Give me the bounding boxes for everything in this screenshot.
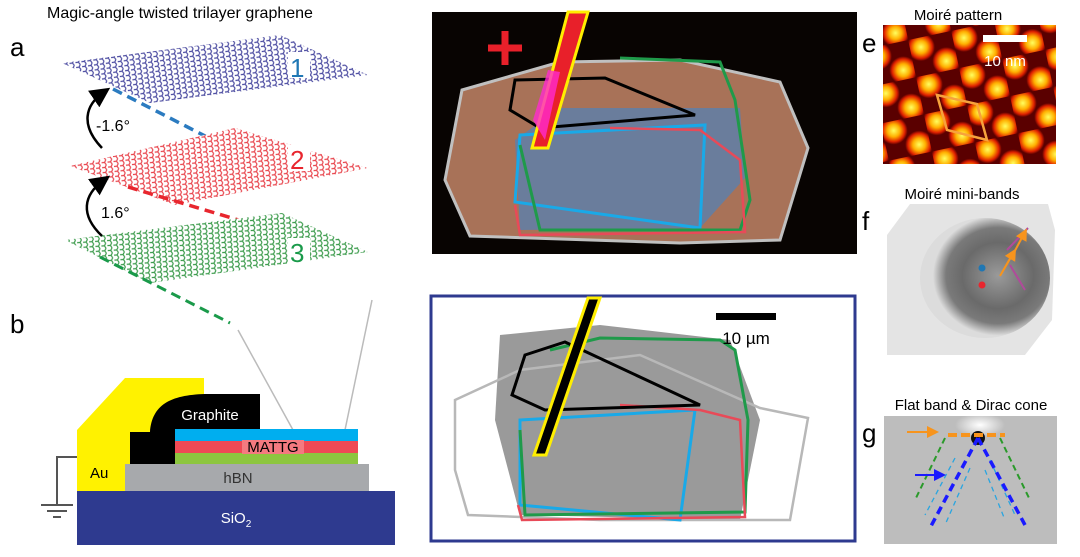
- hbn-label: hBN: [223, 470, 252, 487]
- panel-label-a: a: [10, 32, 25, 62]
- rotation-arrow-top: [86, 87, 111, 149]
- sio2-label: SiO2: [221, 510, 252, 530]
- layer-label-3: 3: [290, 238, 304, 268]
- panel-f-title: Moiré mini-bands: [904, 186, 1019, 203]
- angle-top: -1.6°: [96, 118, 130, 135]
- graphite-label: Graphite: [181, 407, 239, 424]
- hbn-layer: [125, 464, 369, 491]
- graphene-layer-3: [65, 213, 368, 283]
- panel-label-e: e: [862, 28, 876, 58]
- ground-icon: [41, 456, 77, 518]
- scalebar-e: [983, 35, 1027, 42]
- sio2-layer: [77, 491, 395, 545]
- au-label: Au: [90, 465, 108, 482]
- panel-label-b: b: [10, 309, 24, 339]
- graphene-layer-1: [62, 35, 368, 103]
- layer-3-axis: [99, 255, 231, 325]
- crosshair-marker: [488, 31, 522, 65]
- layer-2-axis: [127, 185, 273, 232]
- scalebar-e-label: 10 nm: [984, 53, 1026, 70]
- panel-g-title: Flat band & Dirac cone: [895, 397, 1048, 414]
- panel-label-f: f: [862, 206, 870, 236]
- rotation-arrow-bottom: [85, 175, 111, 237]
- layer-label-2: 2: [290, 145, 304, 175]
- scalebar-d-label: 10 µm: [722, 329, 770, 348]
- mini-bands-image: [887, 204, 1055, 355]
- panel-label-g: g: [862, 418, 876, 448]
- panel-a-title: Magic-angle twisted trilayer graphene: [47, 5, 313, 22]
- optical-image: [432, 10, 857, 254]
- angle-bottom: 1.6°: [101, 205, 130, 222]
- scalebar-d: [716, 313, 776, 320]
- graphene-layer-2: [70, 128, 368, 205]
- moire-pattern-image: [883, 25, 1056, 164]
- red-point: [978, 281, 986, 289]
- panel-e-title: Moiré pattern: [914, 7, 1002, 24]
- layer-label-1: 1: [290, 53, 304, 83]
- mattg-label: MATTG: [247, 439, 298, 456]
- dirac-cone-image: [884, 413, 1057, 544]
- moire-unit-cell: [935, 93, 989, 142]
- blue-point: [978, 264, 986, 272]
- stm-topograph: [429, 294, 857, 543]
- device-schematic: SiO2 Au hBN Graphite MATTG: [41, 378, 395, 545]
